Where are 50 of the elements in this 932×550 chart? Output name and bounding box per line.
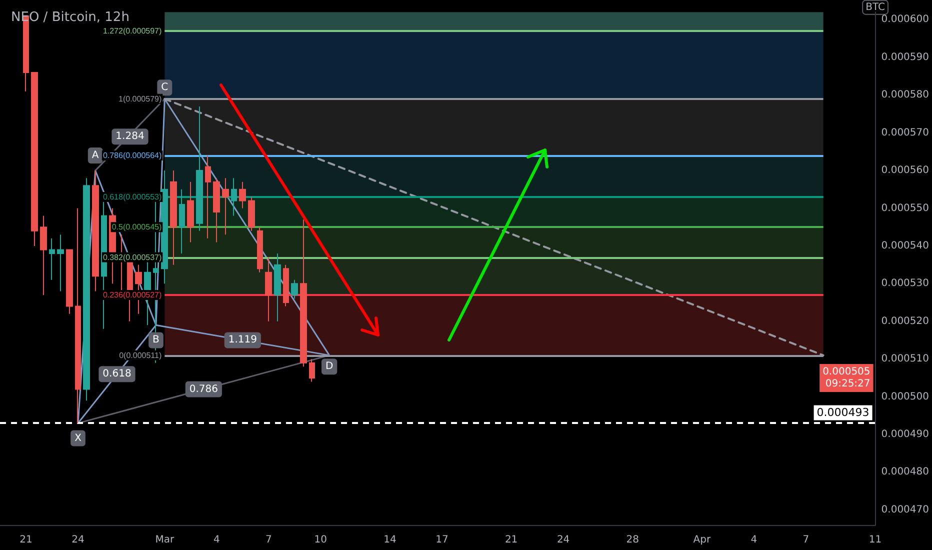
y-tick-label: 0.000560 xyxy=(881,165,930,176)
y-tick-label: 0.000550 xyxy=(881,202,930,214)
annotation: A xyxy=(92,150,99,161)
y-tick-label: 0.000590 xyxy=(881,52,930,63)
x-tick-label: 14 xyxy=(384,534,396,546)
x-tick-label: 4 xyxy=(750,534,758,546)
x-tick-label: 21 xyxy=(504,534,518,546)
y-tick-label: 0.000510 xyxy=(881,354,930,365)
ref-line-label: 0(0.000511) xyxy=(119,350,162,360)
annotation: 1.119 xyxy=(228,334,257,346)
annotation: 0.000505 09:25:27 xyxy=(822,366,870,390)
ref-line-label: 1.272(0.000597) xyxy=(102,26,162,36)
y-tick-label: 0.000470 xyxy=(881,504,930,516)
ref-line-label: 0.382(0.000537) xyxy=(102,252,162,262)
y-tick-label: 0.000520 xyxy=(881,316,930,327)
y-axis-title: BTC xyxy=(866,2,885,13)
annotation: B xyxy=(152,334,160,346)
annotation: C xyxy=(161,82,168,94)
x-tick-label: Apr xyxy=(693,534,712,546)
annotation: D xyxy=(325,361,334,372)
ref-line-label: 0.5(0.000545) xyxy=(112,222,162,232)
x-tick-label: 24 xyxy=(72,534,84,546)
annotation: 1.284 xyxy=(116,131,144,142)
x-tick-label: 7 xyxy=(802,534,810,546)
ref-line-label: 0.786(0.000564) xyxy=(102,150,162,160)
annotation: X xyxy=(74,432,82,444)
ref-line-label: 0.618(0.000553) xyxy=(102,192,162,202)
annotation: 0.786 xyxy=(189,384,218,395)
x-tick-label: 10 xyxy=(314,534,328,546)
y-tick-label: 0.000480 xyxy=(881,466,930,478)
annotation: 0.618 xyxy=(102,368,132,380)
ref-line-label: 0.236(0.000527) xyxy=(102,290,162,300)
y-tick-label: 0.000570 xyxy=(881,127,930,138)
x-tick-label: 21 xyxy=(20,534,32,546)
x-tick-label: 4 xyxy=(213,534,220,546)
x-tick-label: 7 xyxy=(265,534,272,546)
y-tick-label: 0.000600 xyxy=(881,14,930,26)
y-tick-label: 0.000580 xyxy=(881,90,930,101)
x-tick-label: 17 xyxy=(436,534,448,546)
x-tick-label: Mar xyxy=(155,534,175,546)
ref-line-label: 0.000493 xyxy=(816,406,870,420)
chart-title: NEO / Bitcoin, 12h xyxy=(11,10,130,25)
x-tick-label: 28 xyxy=(626,534,639,546)
ref-line-label: 1(0.000579) xyxy=(118,94,162,104)
x-tick-label: 11 xyxy=(868,534,882,546)
y-tick-label: 0.000500 xyxy=(881,391,930,402)
y-tick-label: 0.000490 xyxy=(881,429,930,440)
y-tick-label: 0.000530 xyxy=(881,278,930,290)
x-tick-label: 24 xyxy=(556,534,570,546)
y-tick-label: 0.000540 xyxy=(881,240,930,252)
